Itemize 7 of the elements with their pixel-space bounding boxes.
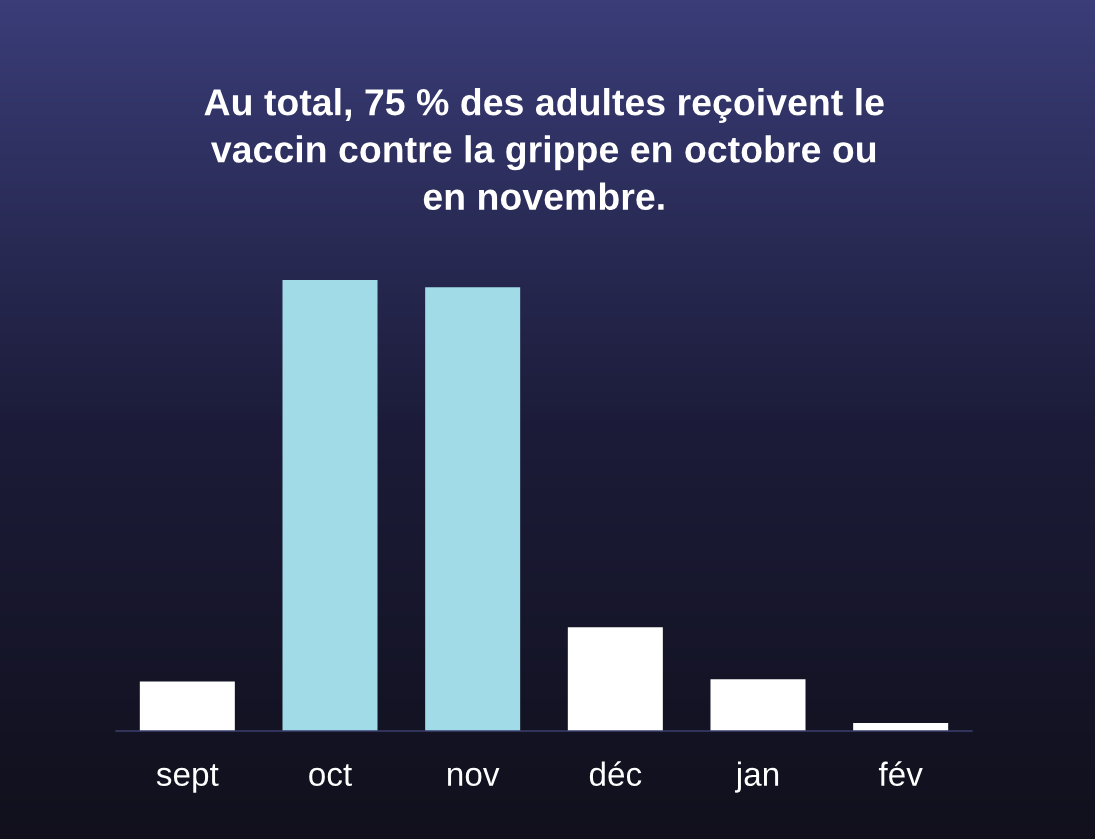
x-tick-label: sept — [156, 764, 219, 793]
chart-title: Au total, 75 % des adultes reçoivent le vaccin contre la grippe en octobre ou en novembre. — [204, 88, 884, 211]
x-tick-label: oct — [309, 764, 352, 787]
x-tick-label: déc — [589, 761, 642, 787]
x-tick-label: fév — [878, 761, 923, 787]
x-tick-label: nov — [448, 767, 500, 787]
x-tick-label: jan — [734, 761, 779, 793]
